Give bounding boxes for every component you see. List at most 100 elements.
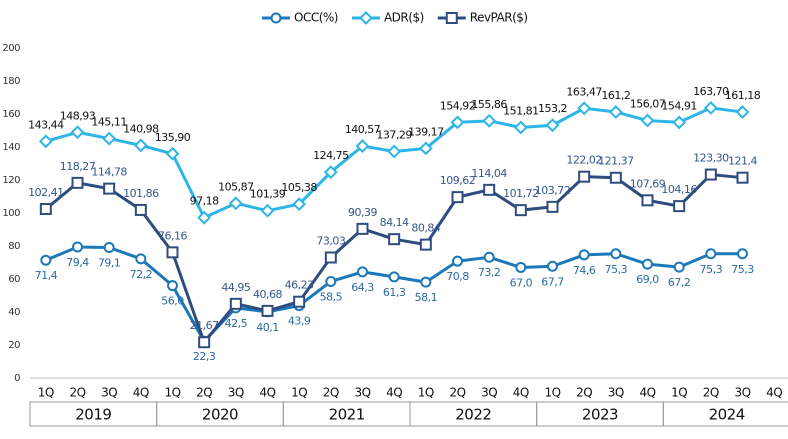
marker (610, 248, 622, 260)
marker (72, 241, 83, 253)
x-tick-label: 2Q (449, 386, 465, 400)
data-label: 22,3 (193, 350, 216, 363)
year-label: 2024 (709, 406, 745, 424)
y-tick-label: 200 (2, 43, 20, 54)
marker (514, 204, 527, 217)
data-label: 161,2 (601, 89, 630, 102)
x-tick-label: 3Q (354, 386, 370, 400)
marker (445, 12, 458, 24)
data-label: 21,67 (190, 319, 219, 332)
marker (452, 255, 463, 267)
x-tick-label: 2Q (576, 386, 592, 400)
marker (515, 261, 527, 273)
x-tick-label: 1Q (164, 386, 180, 400)
data-label: 101,86 (123, 187, 159, 200)
marker (103, 182, 116, 195)
x-tick-label: 3Q (481, 386, 497, 400)
data-label: 75,3 (605, 263, 628, 276)
marker (578, 170, 591, 183)
x-tick-label: 4Q (766, 386, 782, 400)
x-tick-label: 1Q (418, 386, 434, 400)
data-label: 67,2 (668, 276, 691, 289)
marker (166, 246, 179, 259)
year-label: 2019 (75, 406, 111, 424)
y-tick-label: 140 (2, 142, 20, 153)
marker (229, 297, 242, 310)
x-tick-label: 1Q (38, 386, 54, 400)
data-label: 80,84 (411, 222, 440, 235)
data-label: 40,1 (256, 321, 279, 334)
data-label: 58,5 (320, 290, 343, 303)
data-label: 163,47 (566, 85, 602, 98)
marker (578, 249, 590, 261)
data-label: 109,62 (440, 174, 476, 187)
data-label: 56,0 (161, 295, 184, 308)
data-label: 43,9 (288, 315, 311, 328)
legend-label: OCC(%) (294, 11, 338, 25)
marker (483, 183, 496, 196)
data-label: 105,87 (218, 180, 254, 193)
x-tick-label: 4Q (259, 386, 275, 400)
data-label: 143,44 (28, 118, 64, 131)
x-tick-label: 1Q (671, 386, 687, 400)
marker (292, 197, 307, 212)
data-label: 114,78 (91, 166, 127, 179)
marker (513, 120, 528, 135)
data-label: 73,2 (478, 266, 501, 279)
data-label: 76,16 (158, 229, 187, 242)
data-label: 104,16 (661, 183, 697, 196)
marker (324, 251, 337, 264)
data-label: 163,70 (693, 85, 729, 98)
marker (420, 276, 432, 288)
marker (640, 113, 655, 128)
data-label: 101,39 (250, 188, 286, 201)
data-label: 118,27 (60, 160, 96, 173)
data-label: 71,4 (35, 269, 58, 282)
data-label: 156,07 (630, 97, 666, 110)
marker (705, 248, 717, 260)
marker (418, 141, 433, 156)
data-label: 137,29 (376, 128, 412, 141)
x-tick-label: 2Q (69, 386, 85, 400)
data-label: 79,1 (98, 256, 121, 269)
data-label: 148,93 (60, 109, 96, 122)
x-tick-label: 2Q (196, 386, 212, 400)
marker (545, 118, 560, 133)
data-label: 102,41 (28, 186, 64, 199)
x-tick-label: 2Q (703, 386, 719, 400)
data-label: 135,90 (155, 131, 191, 144)
data-label: 153,2 (538, 102, 567, 115)
y-tick-label: 100 (2, 208, 20, 219)
marker (323, 165, 338, 180)
marker (450, 115, 465, 130)
marker (451, 191, 464, 204)
data-label: 67,7 (541, 275, 564, 288)
data-label: 107,69 (630, 177, 666, 190)
marker (198, 336, 211, 349)
marker (70, 125, 85, 140)
year-box (662, 401, 788, 427)
data-label: 154,91 (661, 99, 697, 112)
x-tick-label: 3Q (608, 386, 624, 400)
data-label: 44,95 (221, 281, 250, 294)
marker (102, 131, 117, 146)
data-label: 123,30 (693, 152, 729, 165)
data-label: 151,81 (503, 105, 539, 118)
marker (703, 100, 718, 115)
y-tick-label: 0 (14, 373, 20, 384)
y-tick-label: 60 (8, 274, 20, 285)
data-label: 58,1 (415, 291, 438, 304)
data-label: 90,39 (348, 206, 377, 219)
marker (482, 113, 497, 128)
marker (608, 105, 623, 119)
data-label: 70,8 (446, 270, 469, 283)
marker (359, 11, 373, 25)
data-label: 161,18 (725, 89, 761, 102)
data-label: 72,2 (130, 268, 153, 281)
marker (71, 176, 84, 189)
marker (641, 194, 654, 207)
marker (483, 251, 495, 263)
marker (736, 171, 749, 184)
x-tick-label: 2Q (323, 386, 339, 400)
